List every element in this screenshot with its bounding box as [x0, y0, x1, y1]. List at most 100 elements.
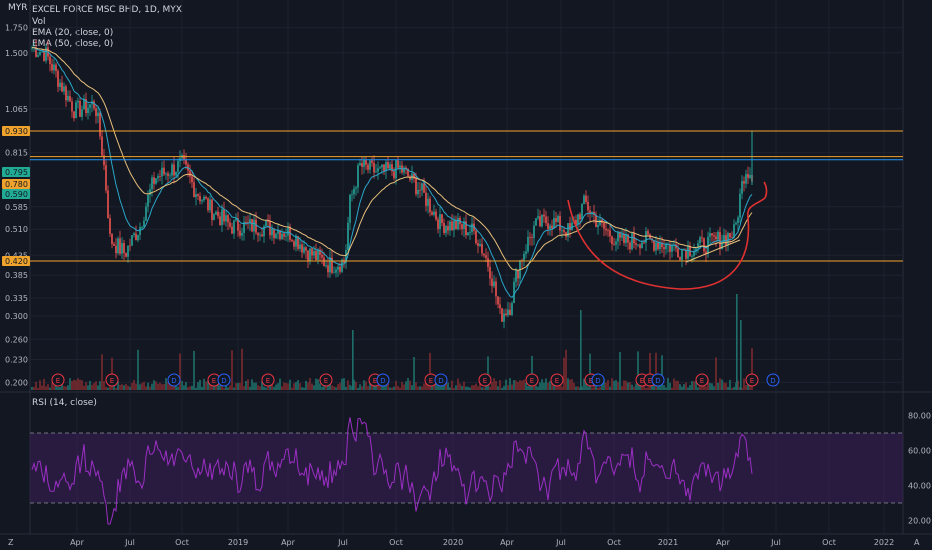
volume-bar	[361, 386, 363, 390]
volume-bar	[119, 384, 121, 390]
ema50-legend[interactable]: EMA (50, close, 0)	[32, 39, 114, 49]
candle-body	[599, 219, 601, 225]
volume-bar	[387, 381, 389, 390]
candle-body	[477, 243, 479, 246]
candle-body	[663, 247, 665, 250]
candle-body	[403, 167, 405, 173]
volume-bar	[51, 382, 53, 390]
volume-bar	[445, 380, 447, 390]
candle-body	[737, 217, 739, 223]
candle-body	[491, 278, 493, 287]
volume-bar	[475, 383, 477, 390]
volume-bar	[237, 383, 239, 390]
volume-bar	[303, 387, 305, 390]
volume-bar	[443, 384, 445, 390]
price-axis-tag-label: 0.930	[5, 127, 28, 136]
candle-body	[317, 249, 319, 260]
candle-body	[37, 55, 39, 57]
dividend-event-marker	[167, 373, 181, 387]
volume-bar	[679, 384, 681, 390]
candle-body	[629, 242, 631, 250]
volume-bar	[195, 387, 197, 390]
volume-bar	[159, 382, 161, 390]
candle-body	[619, 232, 621, 238]
candle-body	[155, 178, 157, 184]
candle-body	[397, 160, 399, 168]
candle-body	[139, 227, 141, 235]
earnings-event-marker	[51, 373, 65, 387]
event-marker-label: D	[438, 377, 443, 385]
volume-bar	[551, 379, 553, 390]
candle-body	[85, 98, 87, 114]
candle-body	[615, 241, 617, 245]
earnings-event-marker	[525, 373, 539, 387]
volume-bar	[243, 386, 245, 390]
volume-bar	[547, 382, 549, 390]
volume-bar	[597, 387, 599, 390]
candle-body	[721, 242, 723, 249]
candle-body	[237, 218, 239, 231]
candle-body	[483, 253, 485, 256]
candle-body	[279, 230, 281, 240]
candle-body	[743, 181, 745, 184]
candle-body	[67, 96, 69, 101]
volume-bar	[265, 387, 267, 390]
volume-bar	[187, 387, 189, 390]
volume-bar	[227, 387, 229, 390]
candle-body	[239, 230, 241, 236]
candle-body	[475, 230, 477, 244]
candle-body	[291, 239, 293, 242]
candle-body	[627, 234, 629, 243]
volume-bar	[89, 380, 91, 390]
time-tick-label: Apr	[716, 538, 731, 547]
ema20-legend[interactable]: EMA (20, close, 0)	[32, 28, 114, 38]
candle-body	[543, 214, 545, 217]
candle-body	[481, 244, 483, 254]
volume-legend[interactable]: Vol	[32, 17, 46, 27]
candle-body	[369, 160, 371, 170]
volume-bar	[131, 382, 133, 390]
candle-body	[525, 251, 527, 255]
event-marker-label: D	[595, 377, 600, 385]
candle-body	[195, 194, 197, 198]
candle-body	[203, 196, 205, 201]
volume-bar	[285, 383, 287, 390]
volume-bar	[605, 382, 607, 390]
volume-bar	[385, 381, 387, 390]
volume-bar	[191, 385, 193, 390]
volume-bar	[575, 386, 577, 390]
rsi-legend[interactable]: RSI (14, close)	[32, 398, 97, 408]
candle-body	[101, 136, 103, 156]
volume-bar	[235, 383, 237, 390]
volume-bar	[415, 382, 417, 390]
candle-body	[121, 243, 123, 254]
event-marker-label: E	[589, 377, 593, 385]
candle-body	[441, 214, 443, 223]
candle-body	[267, 220, 269, 222]
candle-body	[455, 220, 457, 230]
volume-bar	[275, 384, 277, 390]
candle-body	[653, 240, 655, 251]
candle-body	[567, 223, 569, 237]
volume-bar	[407, 378, 409, 390]
volume-bar	[277, 383, 279, 390]
volume-bar	[567, 378, 569, 390]
dividend-event-marker	[766, 373, 780, 387]
volume-bar	[687, 387, 689, 390]
price-tick-label: 0.385	[5, 271, 28, 280]
candle-body	[353, 188, 355, 195]
volume-bar	[71, 381, 73, 390]
candle-body	[199, 195, 201, 202]
dividend-event-marker	[434, 373, 448, 387]
candle-body	[507, 309, 509, 316]
volume-bar	[41, 385, 43, 390]
symbol-title[interactable]: EXCEL FORCE MSC BHD, 1D, MYX	[32, 5, 182, 15]
volume-bar	[695, 381, 697, 390]
volume-bar	[517, 381, 519, 390]
volume-bar	[729, 379, 731, 390]
time-tick-label: Apr	[70, 538, 85, 547]
candle-body	[175, 171, 177, 176]
candle-body	[537, 216, 539, 219]
candle-body	[577, 214, 579, 225]
